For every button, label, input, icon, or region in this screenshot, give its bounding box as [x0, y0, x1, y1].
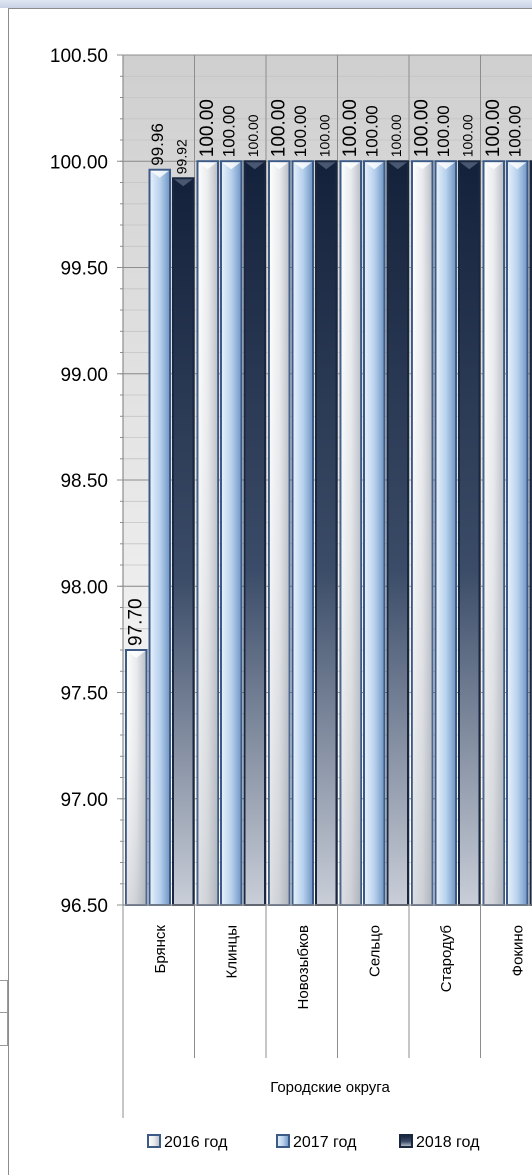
bar-3 — [243, 160, 266, 906]
y-tick-label: 98.00 — [60, 577, 108, 598]
data-label: 100.00 — [219, 105, 238, 157]
bar-bevel — [174, 179, 193, 187]
bar-shade — [126, 650, 147, 905]
bar-2 — [434, 160, 457, 906]
data-label: 99.96 — [148, 123, 167, 166]
y-tick-label: 97.00 — [60, 790, 108, 811]
bar-3 — [458, 160, 481, 906]
bar-bevel — [413, 162, 432, 170]
data-label: 100.00 — [459, 114, 475, 157]
legend-swatch — [276, 1134, 290, 1148]
data-label: 100.00 — [388, 114, 404, 157]
y-tick-label: 98.50 — [60, 471, 108, 492]
bar-shade — [412, 161, 433, 905]
side-table-cell — [0, 1012, 8, 1046]
legend-swatch — [399, 1134, 413, 1148]
bar-bevel — [484, 162, 503, 170]
x-category-label: Брянск — [152, 925, 169, 974]
data-label: 100.00 — [505, 105, 524, 157]
bar-bevel — [127, 651, 146, 658]
bar-3 — [172, 177, 195, 906]
data-label: 100.00 — [411, 99, 432, 157]
bar-bevel — [388, 162, 407, 170]
bar-bevel — [460, 162, 479, 170]
bar-shade — [483, 161, 504, 905]
bar-shade — [269, 161, 290, 905]
data-label: 100.00 — [434, 105, 453, 157]
data-label: 100.00 — [245, 114, 261, 157]
bar-bevel — [245, 162, 264, 170]
bar-3 — [386, 160, 409, 906]
y-tick-label: 99.00 — [60, 365, 108, 386]
data-label: 100.00 — [197, 99, 218, 157]
legend-label: 2018 год — [416, 1134, 480, 1151]
bar-bevel — [270, 162, 289, 170]
data-label: 100.00 — [340, 99, 361, 157]
window-top-band — [0, 0, 532, 8]
bar-2 — [220, 160, 243, 906]
data-label: 97.70 — [125, 598, 146, 646]
bar-bevel — [150, 170, 169, 178]
bar-2 — [291, 160, 314, 906]
data-label: 100.00 — [291, 105, 310, 157]
bar-bevel — [436, 162, 455, 170]
bar-shade — [197, 161, 218, 905]
bar-2 — [506, 160, 529, 906]
y-tick-label: 100.00 — [50, 152, 108, 173]
y-tick-label: 96.50 — [60, 896, 108, 917]
bar-2 — [148, 168, 171, 906]
bar-shade — [340, 161, 361, 905]
y-tick-label: 97.50 — [60, 684, 108, 705]
legend-label: 2016 год — [164, 1134, 228, 1151]
x-category-label: Клинцы — [223, 925, 240, 979]
data-label: 100.00 — [531, 114, 532, 157]
bar-bevel — [293, 162, 312, 170]
y-tick-label: 99.50 — [60, 259, 108, 280]
y-tick-label: 100.50 — [50, 46, 108, 67]
bar-bevel — [222, 162, 241, 170]
bar-bevel — [341, 162, 360, 170]
legend-label: 2017 год — [293, 1134, 357, 1151]
bar-3 — [529, 160, 532, 906]
data-label: 100.00 — [316, 114, 332, 157]
bar-bevel — [198, 162, 217, 170]
bar-3 — [315, 160, 338, 906]
x-category-label: Фокино — [509, 925, 526, 976]
x-group-label: Городские округа — [270, 1079, 390, 1096]
x-category-label: Новозыбков — [295, 925, 312, 1009]
bar-bevel — [508, 162, 527, 170]
x-category-label: Стародуб — [438, 925, 455, 992]
bar-bevel — [365, 162, 384, 170]
data-label: 100.00 — [268, 99, 289, 157]
bar-bevel — [317, 162, 336, 170]
bar-2 — [363, 160, 386, 906]
data-label: 100.00 — [362, 105, 381, 157]
data-label: 100.00 — [483, 99, 504, 157]
legend-swatch — [147, 1134, 161, 1148]
x-category-label: Сельцо — [366, 925, 383, 977]
data-label: 99.92 — [173, 139, 189, 174]
